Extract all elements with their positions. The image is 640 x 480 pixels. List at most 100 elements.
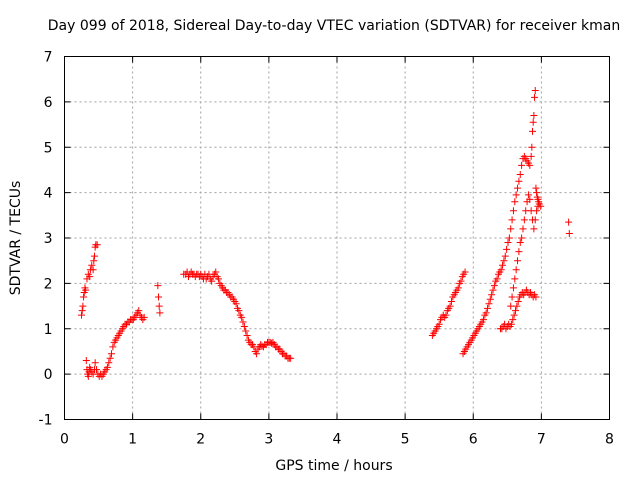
data-point (524, 191, 532, 199)
data-point (511, 307, 519, 315)
data-point (109, 343, 117, 351)
plot-frame (64, 56, 610, 420)
data-point (91, 359, 99, 367)
y-tick-label: 7 (44, 50, 53, 66)
data-point (90, 257, 98, 265)
y-axis-label: SDTVAR / TECUs (8, 181, 24, 296)
data-point (486, 295, 494, 303)
x-tick-label: 1 (128, 432, 137, 448)
data-point (500, 257, 508, 265)
data-point (212, 268, 220, 276)
data-point (90, 252, 98, 260)
data-point (533, 207, 541, 215)
data-point (155, 302, 163, 310)
data-point (519, 225, 527, 233)
x-axis-label: GPS time / hours (275, 458, 392, 474)
data-point (79, 302, 87, 310)
data-point (461, 268, 469, 276)
data-point (518, 234, 526, 242)
series-arc5 (428, 268, 469, 340)
data-point (509, 316, 517, 324)
data-point (490, 282, 498, 290)
data-point (287, 354, 295, 362)
y-tick-label: 1 (44, 322, 53, 338)
data-point (509, 284, 517, 292)
data-point (105, 359, 113, 367)
data-point (78, 311, 86, 319)
data-point (532, 184, 540, 192)
data-point (242, 327, 250, 335)
data-point (239, 318, 247, 326)
data-point (243, 332, 251, 340)
data-point (510, 311, 518, 319)
data-point (446, 302, 454, 310)
data-point (156, 309, 164, 317)
data-point (516, 239, 524, 247)
data-point (479, 316, 487, 324)
y-tick-label: 6 (44, 95, 53, 111)
data-point (82, 357, 90, 365)
data-point (140, 313, 148, 321)
data-point (484, 304, 492, 312)
x-tick-label: 5 (401, 432, 410, 448)
data-point (501, 252, 509, 260)
x-tick-label: 0 (60, 432, 69, 448)
data-point (533, 189, 541, 197)
data-point (537, 202, 545, 210)
data-point (526, 195, 534, 203)
data-point (93, 241, 101, 249)
x-tick-label: 8 (605, 432, 614, 448)
data-point (508, 293, 516, 301)
data-point (214, 275, 222, 283)
data-point (235, 307, 243, 315)
data-point (485, 300, 493, 308)
data-point (507, 320, 515, 328)
series-arc9 (565, 218, 573, 237)
data-point (509, 207, 517, 215)
data-point (447, 298, 455, 306)
data-point (513, 302, 521, 310)
data-point (565, 218, 573, 226)
y-tick-label: -1 (39, 413, 53, 429)
data-point (531, 216, 539, 224)
data-point (507, 302, 515, 310)
data-point (253, 350, 261, 358)
data-point (208, 277, 216, 285)
data-point (499, 261, 507, 269)
data-point (442, 311, 450, 319)
x-tick-label: 3 (264, 432, 273, 448)
data-point (511, 198, 519, 206)
grid-lines (64, 56, 610, 420)
data-point (93, 366, 101, 374)
data-point (454, 284, 462, 292)
y-tick-label: 0 (44, 367, 53, 383)
x-tick-label: 2 (196, 432, 205, 448)
data-point (503, 245, 511, 253)
data-point (154, 282, 162, 290)
x-tick-labels: 0 1 2 3 4 5 6 7 8 (60, 432, 614, 448)
y-tick-label: 5 (44, 140, 53, 156)
data-point (512, 191, 520, 199)
x-tick-label: 7 (537, 432, 546, 448)
data-point (106, 354, 114, 362)
data-point (529, 127, 537, 135)
data-point (135, 307, 143, 315)
data-point (514, 257, 522, 265)
data-point (530, 111, 538, 119)
data-point (86, 273, 94, 281)
data-point (508, 216, 516, 224)
data-point (531, 93, 539, 101)
data-point (82, 286, 90, 294)
data-point (518, 161, 526, 169)
data-point (155, 293, 163, 301)
data-point (103, 363, 111, 371)
data-point (526, 161, 534, 169)
data-point (232, 300, 240, 308)
data-point (531, 87, 539, 95)
x-tick-label: 6 (469, 432, 478, 448)
series-arc4 (180, 268, 295, 362)
data-point (529, 118, 537, 126)
data-point (84, 372, 92, 380)
data-point (435, 320, 443, 328)
data-point (511, 275, 519, 283)
